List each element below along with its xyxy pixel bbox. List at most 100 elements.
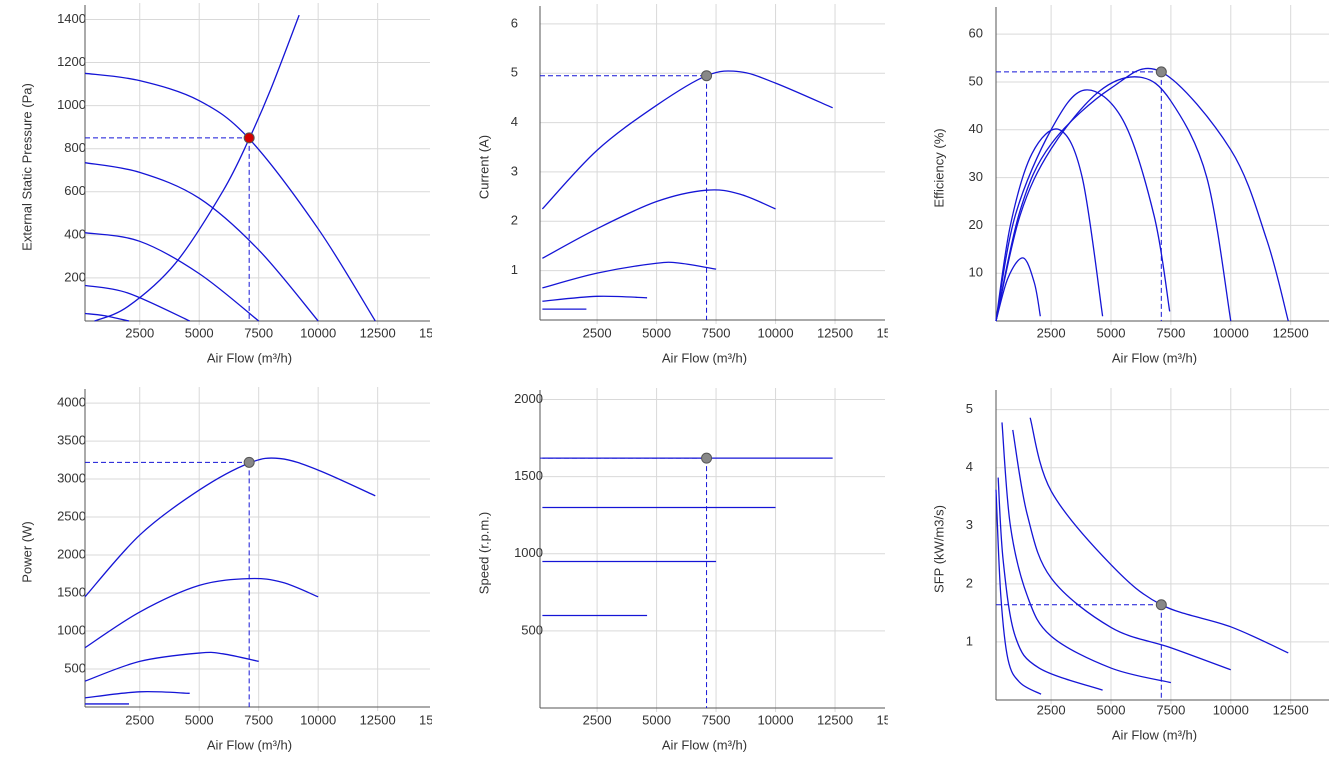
x-tick-label: 12500 [817,712,853,727]
x-tick-label: 10000 [1213,325,1249,340]
x-axis-title: Air Flow (m³/h) [662,350,747,365]
curve [1029,417,1289,654]
x-tick-label: 2500 [1037,325,1066,340]
y-tick-label: 1 [966,633,973,648]
y-tick-label: 50 [969,73,983,88]
curve [995,89,1171,322]
y-tick-label: 40 [969,121,983,136]
y-tick-label: 3 [511,163,518,178]
x-tick-label: 7500 [702,712,731,727]
curve [1012,429,1232,671]
curve [84,651,259,682]
x-tick-label: 10000 [300,712,336,727]
y-tick-label: 800 [64,140,86,155]
y-tick-label: 400 [64,226,86,241]
y-tick-label: 10 [969,265,983,280]
y-tick-label: 2 [966,575,973,590]
y-axis-title: Current (A) [476,135,491,199]
curve [84,577,319,649]
x-tick-label: 7500 [244,325,273,340]
y-tick-label: 3500 [57,433,86,448]
chart-panel: 2500 5000 7500 10000 12500 1 2 3 4 5 Air Flow (m³/… [931,388,1329,742]
curve [541,70,833,210]
x-tick-label: 10000 [757,712,793,727]
curve [995,128,1104,322]
x-tick-label: 7500 [702,325,731,340]
y-tick-label: 500 [521,622,543,637]
y-tick-label: 60 [969,26,983,41]
x-tick-label: 5000 [185,325,214,340]
curve [84,284,190,322]
x-axis-title: Air Flow (m³/h) [207,737,292,752]
x-tick-label: 5000 [642,325,671,340]
x-tick-label: 15000 [419,325,455,340]
x-tick-label: 7500 [244,712,273,727]
x-tick-label: 2500 [583,325,612,340]
operating-point [243,456,255,468]
curve [995,76,1232,322]
x-tick-label: 7500 [1156,702,1185,717]
y-tick-label: 6 [511,15,518,30]
curve [995,67,1289,322]
x-tick-label: 10000 [300,325,336,340]
y-tick-label: 4000 [57,395,86,410]
x-tick-label: 12500 [1273,325,1309,340]
operating-point [243,132,255,144]
curve [542,261,717,289]
curve [997,477,1103,691]
curve [542,295,648,302]
y-axis-title: SFP (kW/m3/s) [931,505,946,593]
x-axis-title: Air Flow (m³/h) [1112,350,1197,365]
curve [84,690,190,699]
operating-point [1155,599,1167,611]
y-tick-label: 4 [511,114,518,129]
chart-panel: 2500 5000 7500 10000 12500 15000 200 400 600 800 1… [19,3,455,365]
x-tick-label: 12500 [817,325,853,340]
x-tick-label: 5000 [642,712,671,727]
y-tick-label: 1500 [57,584,86,599]
curve [1001,422,1172,684]
y-tick-label: 1500 [514,468,543,483]
y-tick-label: 30 [969,169,983,184]
y-tick-label: 5 [511,65,518,80]
chart-panel: 2500 5000 7500 10000 12500 15000 1 2 3 4 5 6 Air Flo… [476,4,888,365]
x-tick-label: 2500 [125,325,154,340]
x-tick-label: 2500 [125,712,154,727]
curve [84,312,130,322]
x-tick-label: 7500 [1156,325,1185,340]
curve [995,489,1042,695]
y-tick-label: 5 [966,401,973,416]
curve [995,257,1041,322]
x-tick-label: 2500 [1037,702,1066,717]
curve [84,232,260,322]
y-tick-label: 1400 [57,11,86,26]
y-axis-title: Speed (r.p.m.) [476,512,491,594]
chart-panel: 2500 5000 7500 10000 12500 15000 500 1000 1500 20… [19,387,455,752]
chart-panel: 2500 5000 7500 10000 12500 10 20 30 40 50 60 Air Fl… [931,5,1329,365]
x-tick-label: 12500 [1273,702,1309,717]
x-axis-title: Air Flow (m³/h) [662,737,747,752]
curve [84,72,376,322]
x-tick-label: 5000 [1097,702,1126,717]
y-tick-label: 1200 [57,54,86,69]
x-axis-title: Air Flow (m³/h) [1112,727,1197,742]
x-tick-label: 15000 [419,712,455,727]
y-tick-label: 500 [64,660,86,675]
y-tick-label: 4 [966,459,973,474]
x-tick-label: 10000 [1213,702,1249,717]
y-tick-label: 3000 [57,470,86,485]
y-tick-label: 3 [966,517,973,532]
y-tick-label: 2500 [57,508,86,523]
y-tick-label: 200 [64,269,86,284]
y-tick-label: 1000 [57,622,86,637]
x-tick-label: 5000 [1097,325,1126,340]
y-tick-label: 2 [511,213,518,228]
y-axis-title: External Static Pressure (Pa) [19,83,34,251]
y-axis-title: Power (W) [19,521,34,582]
x-axis-title: Air Flow (m³/h) [207,350,292,365]
x-tick-label: 5000 [185,712,214,727]
y-tick-label: 1000 [514,545,543,560]
x-tick-label: 12500 [360,325,396,340]
y-axis-title: Efficiency (%) [931,128,946,207]
